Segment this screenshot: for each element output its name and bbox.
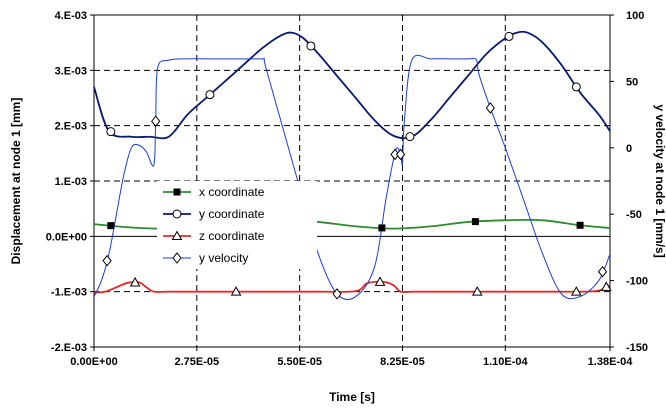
- data-point-y-velocity: [102, 254, 112, 267]
- y-tick-label: 3.E-03: [55, 65, 87, 77]
- data-point-y-coordinate: [504, 31, 514, 41]
- y-tick-label: 1.E-03: [55, 176, 87, 188]
- legend-circle-marker-icon: [172, 209, 182, 219]
- data-point-y-velocity: [597, 265, 608, 278]
- y2-tick-label: -100: [626, 276, 648, 288]
- y-tick-label: 4.E-03: [55, 10, 87, 22]
- x-tick-label: 1.10E-04: [483, 356, 529, 368]
- data-point-y-velocity: [332, 288, 342, 300]
- y2-tick-label: -150: [626, 342, 648, 354]
- legend-entry-x-coordinate: x coordinate: [163, 185, 265, 199]
- data-point-y-coordinate: [306, 41, 316, 51]
- y-tick-label: 0.0E+00: [46, 231, 87, 243]
- series-markers: [102, 31, 612, 300]
- legend-entry-z-coordinate: z coordinate: [163, 229, 265, 243]
- data-point-y-coordinate: [205, 90, 215, 100]
- data-point-z-coordinate: [129, 276, 141, 287]
- y2-tick-label: 50: [626, 76, 638, 88]
- legend-triangle-marker-icon: [171, 230, 183, 240]
- y-tick-label: 2.E-03: [55, 121, 87, 133]
- data-point-z-coordinate: [600, 281, 612, 291]
- legend: x coordinate y coordinate z coordinate y…: [157, 181, 317, 269]
- y2-tick-label: 0: [626, 143, 632, 155]
- data-point-y-velocity: [395, 148, 406, 161]
- data-point-x-coordinate: [107, 222, 115, 230]
- legend-label-y-velocity: y velocity: [199, 251, 248, 265]
- legend-label-x-coordinate: x coordinate: [199, 185, 265, 199]
- data-point-x-coordinate: [378, 224, 386, 232]
- data-point-y-coordinate: [405, 132, 415, 142]
- x-axis-ticks: 0.00E+00 2.75E-05 5.50E-05 8.25E-05 1.10E-04…: [70, 347, 633, 368]
- y-tick-label: -2.E-03: [51, 342, 87, 354]
- y-axis-title: Displacement at node 1 [mm]: [9, 98, 23, 265]
- data-point-z-coordinate: [570, 286, 582, 296]
- x-tick-label: 8.25E-05: [380, 356, 425, 368]
- y-axis-ticks: -2.E-03 -1.E-03 0.0E+00 1.E-03 2.E-03 3.E-03 4…: [46, 10, 94, 354]
- y2-axis-title: y velocity at node 1 [mm/s]: [653, 104, 666, 257]
- x-tick-label: 2.75E-05: [174, 356, 219, 368]
- series-line-z-coordinate: [93, 280, 611, 294]
- y2-axis-ticks: -150 -100 -50 0 50 100: [610, 10, 648, 354]
- legend-square-marker-icon: [173, 188, 181, 196]
- legend-label-z-coordinate: z coordinate: [199, 229, 265, 243]
- series-line-y-velocity: [93, 54, 611, 301]
- legend-box: [157, 181, 317, 269]
- data-point-y-velocity: [485, 102, 495, 114]
- legend-entry-y-velocity: y velocity: [163, 251, 248, 265]
- data-point-z-coordinate: [230, 286, 242, 296]
- series-line-y-coordinate: [93, 30, 611, 140]
- data-point-y-coordinate: [106, 127, 116, 137]
- x-tick-label: 5.50E-05: [277, 356, 322, 368]
- legend-label-y-coordinate: y coordinate: [199, 207, 265, 221]
- y2-tick-label: -50: [626, 209, 642, 221]
- legend-diamond-marker-icon: [172, 252, 182, 264]
- data-point-x-coordinate: [471, 218, 479, 226]
- x-tick-label: 0.00E+00: [70, 356, 117, 368]
- data-point-y-velocity: [151, 115, 161, 128]
- x-axis-title: Time [s]: [329, 390, 375, 404]
- data-point-y-coordinate: [571, 82, 581, 92]
- x-tick-label: 1.38E-04: [588, 356, 634, 368]
- data-point-x-coordinate: [576, 221, 584, 229]
- data-point-z-coordinate: [374, 276, 386, 286]
- y-tick-label: -1.E-03: [51, 287, 87, 299]
- data-point-z-coordinate: [471, 286, 483, 296]
- y2-tick-label: 100: [626, 10, 644, 22]
- legend-entry-y-coordinate: y coordinate: [163, 207, 265, 221]
